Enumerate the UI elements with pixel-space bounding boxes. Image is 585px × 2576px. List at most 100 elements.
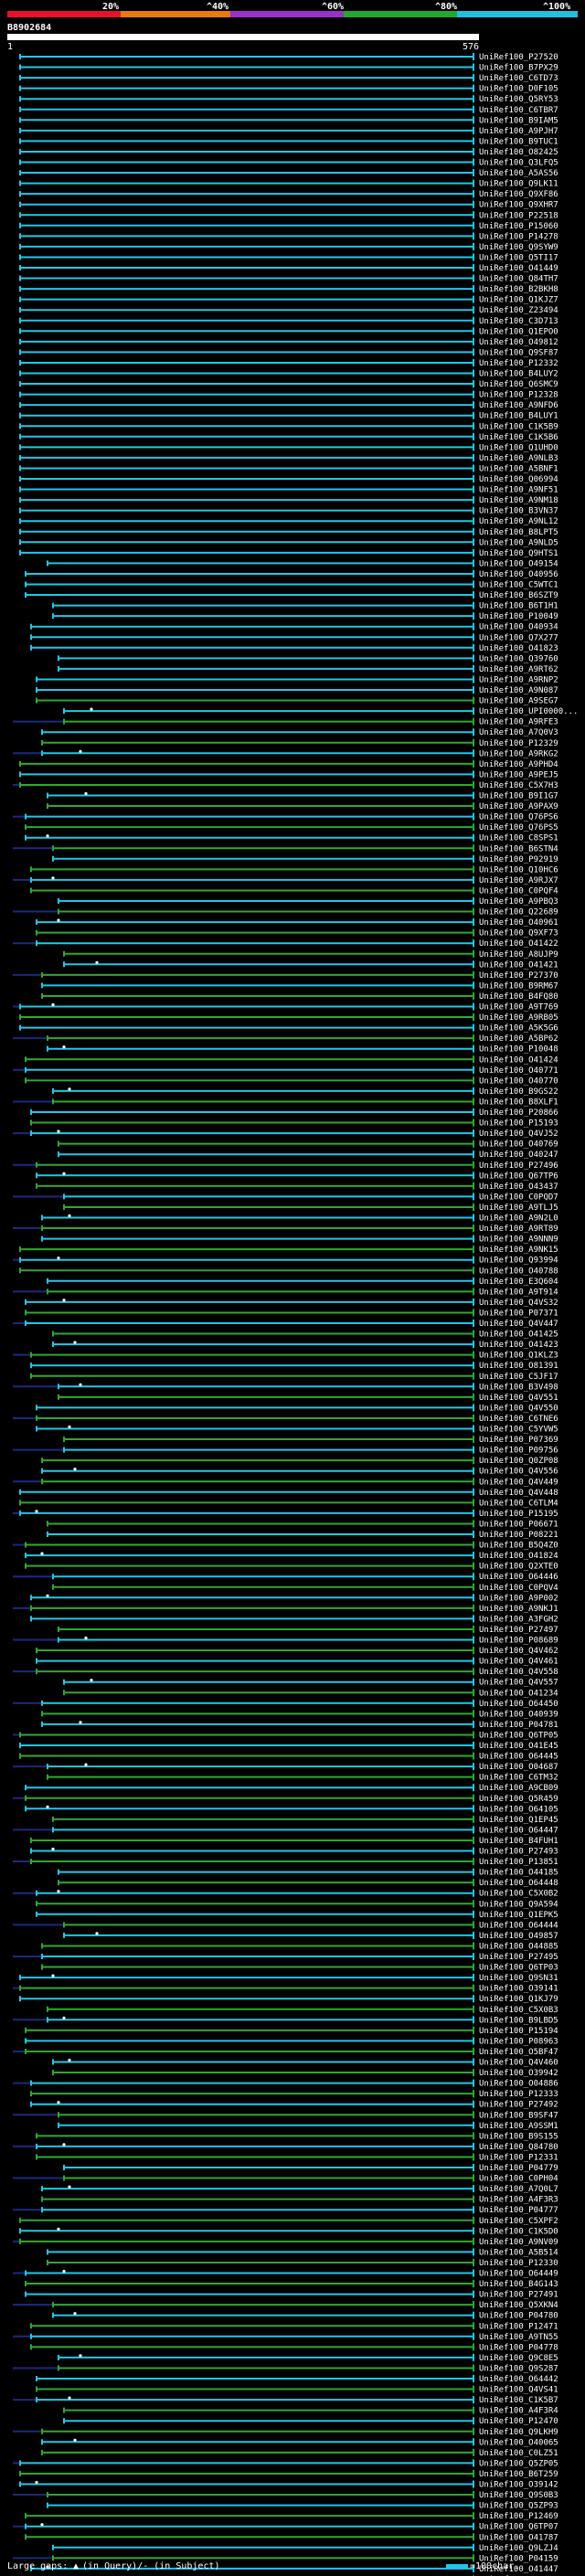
hit-row[interactable]: UniRef100_A8UJP9: [63, 949, 558, 959]
hit-row[interactable]: UniRef100_A9T769: [13, 1002, 558, 1012]
hit-row[interactable]: UniRef100_O44885: [41, 1942, 558, 1951]
hit-row[interactable]: UniRef100_O41E45: [19, 1742, 558, 1751]
hit-row[interactable]: UniRef100_A9PHD4: [19, 759, 558, 769]
hit-row[interactable]: UniRef100_A9PAX9: [47, 802, 558, 811]
hit-row[interactable]: UniRef100_P10049: [52, 612, 558, 621]
hit-row[interactable]: UniRef100_C0PQF4: [30, 886, 558, 896]
hit-row[interactable]: UniRef100_Q10HC6: [30, 865, 558, 875]
hit-row[interactable]: UniRef100_O39942: [52, 2069, 558, 2078]
hit-row[interactable]: UniRef100_O41423: [52, 1341, 558, 1350]
hit-row[interactable]: UniRef100_Q4V550: [36, 1404, 558, 1413]
hit-row[interactable]: UniRef100_P04159: [13, 2554, 558, 2563]
hit-row[interactable]: UniRef100_O40934: [30, 622, 558, 632]
hit-row[interactable]: UniRef100_O40956: [25, 569, 558, 579]
hit-row[interactable]: UniRef100_Q9LK11: [19, 179, 558, 189]
hit-row[interactable]: UniRef100_P04781: [41, 1720, 558, 1730]
hit-row[interactable]: UniRef100_Q1EP45: [52, 1815, 558, 1825]
hit-row[interactable]: UniRef100_O43437: [36, 1182, 558, 1192]
hit-row[interactable]: UniRef100_A9NL12: [19, 517, 558, 526]
hit-row[interactable]: UniRef100_Q4VS41: [36, 2385, 558, 2395]
hit-row[interactable]: UniRef100_P27492: [30, 2100, 558, 2110]
hit-row[interactable]: UniRef100_C1K5D0: [19, 2227, 558, 2236]
hit-row[interactable]: UniRef100_Q7X277: [30, 633, 558, 642]
hit-row[interactable]: UniRef100_O40771: [13, 1065, 558, 1076]
hit-row[interactable]: UniRef100_P13851: [13, 1858, 558, 1867]
hit-row[interactable]: UniRef100_Q1EPO0: [19, 327, 558, 336]
hit-row[interactable]: UniRef100_Q39760: [58, 654, 558, 663]
hit-row[interactable]: UniRef100_Q6TP05: [13, 1731, 558, 1740]
hit-row[interactable]: UniRef100_P12332: [19, 358, 558, 368]
hit-row[interactable]: UniRef100_C1K5B7: [13, 2396, 558, 2405]
hit-row[interactable]: UniRef100_B9I1G7: [47, 791, 558, 801]
hit-row[interactable]: UniRef100_A9TLJ5: [63, 1203, 558, 1213]
hit-row[interactable]: UniRef100_P15195: [13, 1509, 558, 1519]
hit-row[interactable]: UniRef100_O40769: [58, 1140, 558, 1150]
hit-row[interactable]: UniRef100_Q4V462: [36, 1647, 558, 1656]
hit-row[interactable]: UniRef100_A9RKG2: [13, 749, 558, 758]
hit-row[interactable]: UniRef100_Q4VS32: [25, 1298, 558, 1308]
hit-row[interactable]: UniRef100_B4G143: [25, 2280, 558, 2289]
hit-row[interactable]: UniRef100_C3D713: [19, 316, 558, 326]
hit-row[interactable]: UniRef100_Q1EPK5: [36, 1910, 558, 1920]
hit-row[interactable]: UniRef100_O41422: [13, 939, 558, 949]
hit-row[interactable]: UniRef100_C6TM32: [47, 1773, 558, 1783]
hit-row[interactable]: UniRef100_C0PQD7: [13, 1193, 558, 1202]
hit-row[interactable]: UniRef100_O5BF47: [13, 2047, 558, 2057]
hit-row[interactable]: UniRef100_E3Q604: [47, 1277, 558, 1287]
hit-row[interactable]: UniRef100_Q9HTS1: [19, 548, 558, 558]
hit-row[interactable]: UniRef100_C5X0B2: [13, 1889, 558, 1899]
hit-row[interactable]: UniRef100_B9IAM5: [19, 116, 558, 125]
hit-row[interactable]: UniRef100_P12328: [19, 390, 558, 400]
hit-row[interactable]: UniRef100_P07369: [63, 1436, 558, 1445]
hit-row[interactable]: UniRef100_B3VN37: [19, 506, 558, 516]
hit-row[interactable]: UniRef100_A9NM18: [19, 496, 558, 505]
hit-row[interactable]: UniRef100_A9NLB3: [19, 453, 558, 463]
hit-row[interactable]: UniRef100_B9GS22: [52, 1087, 558, 1097]
hit-row[interactable]: UniRef100_Q9S0B3: [13, 2491, 558, 2500]
hit-row[interactable]: UniRef100_A9RFE3: [13, 717, 558, 727]
hit-row[interactable]: UniRef100_Q3LFQ5: [19, 158, 558, 168]
hit-row[interactable]: UniRef100_P14278: [19, 232, 558, 241]
hit-row[interactable]: UniRef100_P12329: [41, 738, 558, 748]
hit-row[interactable]: UniRef100_A9NLD5: [19, 538, 558, 547]
hit-row[interactable]: UniRef100_O40770: [25, 1076, 558, 1086]
hit-row[interactable]: UniRef100_B6SZT9: [25, 591, 558, 600]
hit-row[interactable]: UniRef100_Q84780: [13, 2142, 558, 2152]
hit-row[interactable]: UniRef100_Q9XF73: [36, 928, 558, 938]
hit-row[interactable]: UniRef100_O40247: [58, 1150, 558, 1160]
hit-row[interactable]: UniRef100_A5BNF1: [19, 464, 558, 473]
hit-row[interactable]: UniRef100_O40788: [19, 1267, 558, 1276]
hit-row[interactable]: UniRef100_P04777: [13, 2206, 558, 2215]
hit-row[interactable]: UniRef100_P12333: [30, 2090, 558, 2099]
hit-row[interactable]: UniRef100_A4F3R3: [41, 2195, 558, 2205]
hit-row[interactable]: UniRef100_Q4V460: [52, 2058, 558, 2068]
hit-row[interactable]: UniRef100_Q67TP6: [36, 1171, 558, 1181]
hit-row[interactable]: UniRef100_B3V498: [13, 1383, 558, 1392]
hit-row[interactable]: UniRef100_Q76PS6: [13, 812, 558, 822]
hit-row[interactable]: UniRef100_O64450: [13, 1699, 558, 1709]
hit-row[interactable]: UniRef100_O64442: [36, 2375, 558, 2384]
hit-row[interactable]: UniRef100_A9N2L0: [41, 1214, 558, 1224]
hit-row[interactable]: UniRef100_A5AS56: [19, 169, 558, 178]
hit-row[interactable]: UniRef100_B9S155: [36, 2132, 558, 2141]
hit-row[interactable]: UniRef100_P27491: [25, 2290, 558, 2300]
hit-row[interactable]: UniRef100_O41234: [63, 1689, 558, 1698]
hit-row[interactable]: UniRef100_O64448: [58, 1879, 558, 1888]
hit-row[interactable]: UniRef100_P04779: [63, 2164, 558, 2173]
hit-row[interactable]: UniRef100_Q9XF86: [19, 190, 558, 199]
hit-row[interactable]: UniRef100_Q4V551: [58, 1393, 558, 1403]
hit-row[interactable]: UniRef100_Q9XHR7: [19, 200, 558, 210]
hit-row[interactable]: UniRef100_O41447: [30, 2564, 558, 2574]
hit-row[interactable]: UniRef100_Q4V448: [19, 1488, 558, 1498]
hit-row[interactable]: UniRef100_P27370: [13, 970, 558, 981]
hit-row[interactable]: UniRef100_Q06994: [19, 475, 558, 484]
hit-row[interactable]: UniRef100_O41787: [25, 2533, 558, 2542]
hit-row[interactable]: UniRef100_Q9SN31: [19, 1974, 558, 1983]
hit-row[interactable]: UniRef100_Q4V449: [13, 1478, 558, 1487]
hit-row[interactable]: UniRef100_O49812: [19, 337, 558, 347]
hit-row[interactable]: UniRef100_O49857: [63, 1931, 558, 1941]
hit-row[interactable]: UniRef100_B4FUH1: [30, 1836, 558, 1846]
hit-row[interactable]: UniRef100_O64447: [13, 1826, 558, 1835]
hit-row[interactable]: UniRef100_Q9A594: [36, 1900, 558, 1909]
hit-row[interactable]: UniRef100_Q9S287: [13, 2364, 558, 2373]
